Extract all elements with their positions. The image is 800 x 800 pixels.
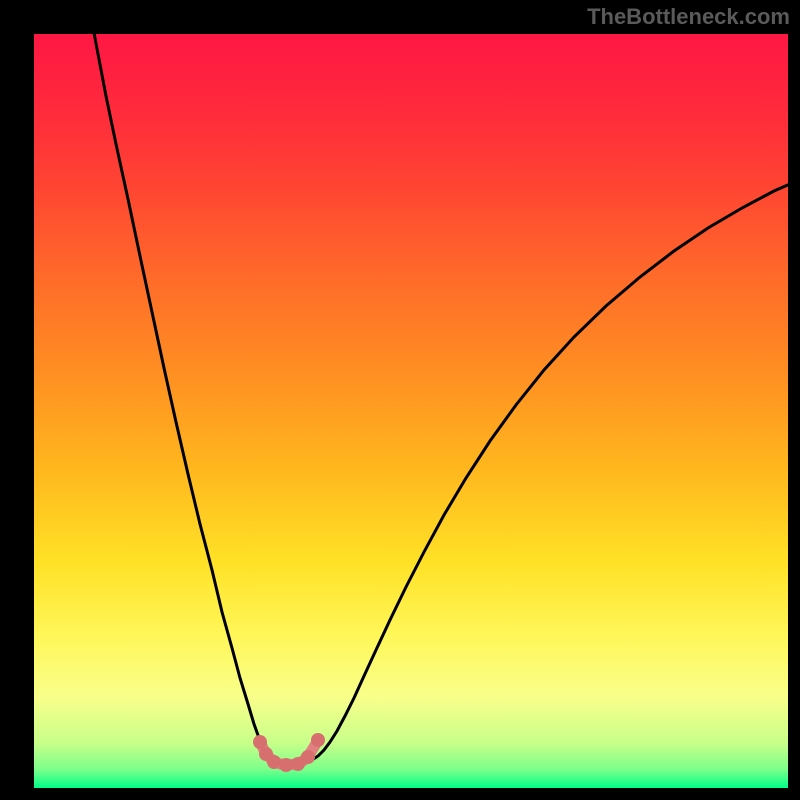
chart-canvas: TheBottleneck.com xyxy=(0,0,800,800)
plot-svg xyxy=(34,34,788,788)
marker-dot xyxy=(267,755,281,769)
marker-dot xyxy=(311,733,325,747)
marker-dot xyxy=(279,758,293,772)
watermark-text: TheBottleneck.com xyxy=(587,4,790,30)
marker-dot xyxy=(253,735,267,749)
marker-dot xyxy=(301,750,315,764)
plot-area xyxy=(34,34,788,788)
gradient-background xyxy=(34,34,788,788)
